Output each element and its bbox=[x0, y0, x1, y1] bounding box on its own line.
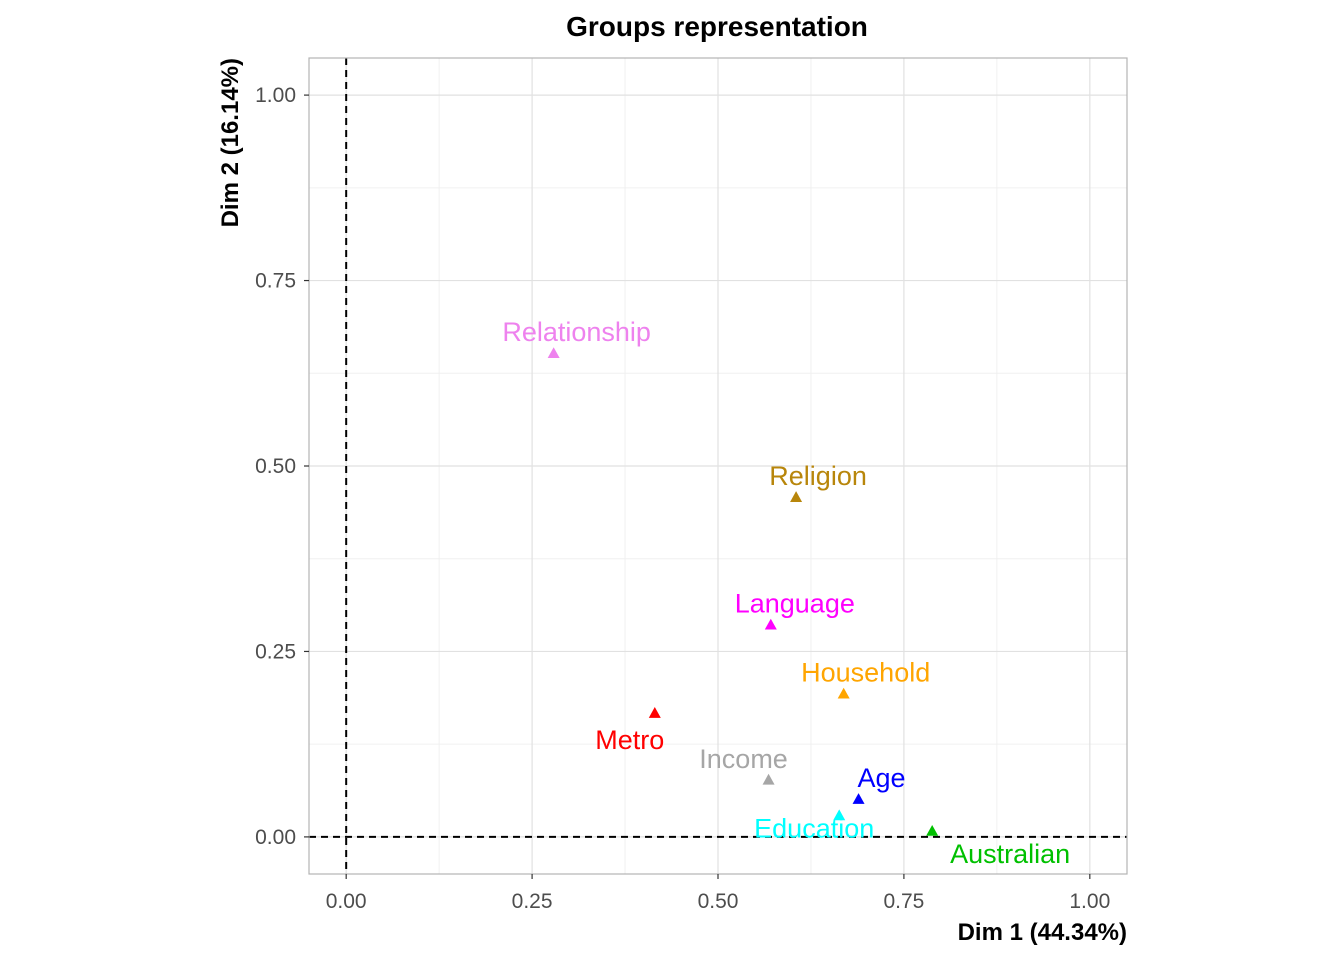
point-label-education: Education bbox=[754, 813, 874, 843]
x-tick-label: 0.75 bbox=[883, 890, 924, 913]
y-tick-label: 1.00 bbox=[255, 84, 296, 107]
point-australian bbox=[926, 824, 939, 836]
y-tick-label: 0.25 bbox=[255, 640, 296, 663]
points: Relationship Religion Language Household Met… bbox=[502, 317, 1070, 869]
x-tick-label: 0.00 bbox=[326, 890, 367, 913]
y-tick-label: 0.75 bbox=[255, 270, 296, 293]
chart-title: Groups representation bbox=[566, 11, 868, 42]
point-label-relationship: Relationship bbox=[502, 317, 651, 347]
plot-panel: Relationship Religion Language Household Met… bbox=[308, 57, 1128, 875]
point-label-income: Income bbox=[699, 744, 788, 774]
point-metro bbox=[648, 707, 661, 718]
point-label-age: Age bbox=[858, 763, 906, 793]
x-tick-label: 1.00 bbox=[1069, 890, 1110, 913]
y-axis-ticks: 0.00 0.25 0.50 0.75 1.00 bbox=[255, 84, 309, 849]
x-axis-ticks: 0.00 0.25 0.50 0.75 1.00 bbox=[326, 874, 1110, 913]
point-language bbox=[764, 618, 777, 630]
point-label-language: Language bbox=[735, 589, 855, 619]
point-label-metro: Metro bbox=[595, 725, 664, 755]
y-axis-title: Dim 2 (16.14%) bbox=[217, 58, 244, 227]
point-household bbox=[837, 687, 850, 699]
point-label-religion: Religion bbox=[769, 461, 867, 491]
point-income bbox=[762, 773, 775, 785]
point-relationship bbox=[547, 347, 560, 359]
point-age bbox=[852, 793, 865, 804]
point-label-household: Household bbox=[801, 658, 930, 688]
point-education bbox=[833, 809, 846, 821]
y-tick-label: 0.50 bbox=[255, 455, 296, 478]
point-religion bbox=[790, 491, 803, 502]
x-tick-label: 0.50 bbox=[698, 890, 739, 913]
y-tick-label: 0.00 bbox=[255, 826, 296, 849]
x-tick-label: 0.25 bbox=[512, 890, 553, 913]
x-axis-title: Dim 1 (44.34%) bbox=[958, 919, 1127, 946]
point-label-australian: Australian bbox=[950, 839, 1070, 869]
reference-lines bbox=[309, 58, 1127, 874]
